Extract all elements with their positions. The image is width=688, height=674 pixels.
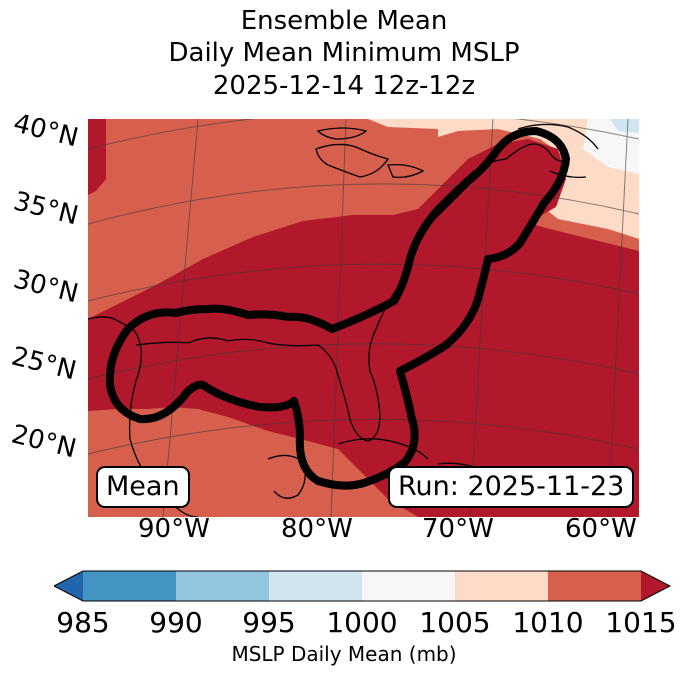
field-1005-1010-top: [368, 119, 438, 129]
lat-label-20n: 20°N: [8, 419, 80, 465]
colorbar-extend-low: [54, 571, 83, 601]
cb-tick-1010: 1010: [512, 606, 584, 639]
title-line-3: 2025-12-14 12z-12z: [212, 71, 476, 101]
field-1015-topleft: [88, 119, 106, 195]
cb-tick-990: 990: [149, 606, 203, 639]
colorbar-outline: [54, 570, 672, 602]
cb-tick-1015: 1015: [605, 606, 677, 639]
colorbar-segment-1: [83, 571, 176, 601]
cb-tick-985: 985: [56, 606, 110, 639]
colorbar-extend-high: [641, 571, 670, 601]
lat-label-25n: 25°N: [8, 341, 80, 387]
title-line-1: Ensemble Mean: [240, 6, 448, 36]
colorbar-segment-3: [269, 571, 362, 601]
lat-label-35n: 35°N: [10, 186, 82, 232]
cb-tick-1000: 1000: [326, 606, 398, 639]
cb-tick-1005: 1005: [419, 606, 491, 639]
map-plot: [88, 119, 639, 517]
field-1015-main: [88, 139, 639, 517]
colorbar-segment-6: [548, 571, 641, 601]
lon-label-90w: 90°W: [138, 514, 210, 544]
ensemble-contour: [105, 127, 570, 490]
mean-label-box: Mean: [96, 466, 190, 508]
colorbar-segment-4: [362, 571, 455, 601]
colorbar-label: MSLP Daily Mean (mb): [231, 642, 457, 666]
title-line-2: Daily Mean Minimum MSLP: [168, 38, 520, 68]
field-995-1000-ne: [610, 119, 639, 133]
lat-label-30n: 30°N: [10, 264, 82, 310]
colorbar-segment-5: [455, 571, 548, 601]
graticule: [88, 119, 639, 517]
lon-label-60w: 60°W: [565, 514, 637, 544]
cb-tick-995: 995: [242, 606, 296, 639]
lat-label-40n: 40°N: [10, 108, 82, 154]
lon-label-80w: 80°W: [281, 514, 353, 544]
colorbar-segment-2: [176, 571, 269, 601]
lon-label-70w: 70°W: [422, 514, 494, 544]
field-1000-1005-ne: [583, 119, 639, 174]
run-label-box: Run: 2025-11-23: [388, 466, 635, 508]
colorbar: [54, 570, 672, 602]
